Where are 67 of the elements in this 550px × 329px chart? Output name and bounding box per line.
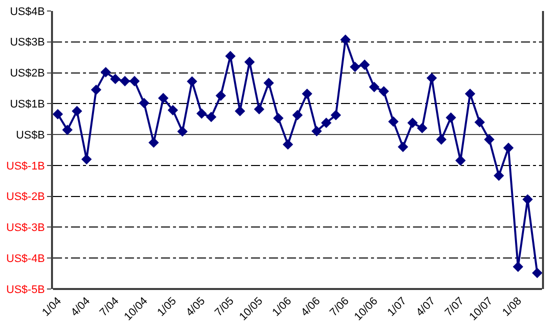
y-tick-label: US$2B [10, 68, 45, 80]
point [446, 112, 456, 123]
point [158, 92, 168, 104]
point [53, 108, 63, 120]
point [330, 110, 342, 120]
point [522, 194, 533, 205]
point [138, 98, 150, 108]
point [426, 72, 437, 84]
point [62, 124, 73, 136]
y-tick-label: US$4B [10, 6, 45, 18]
point [398, 142, 408, 152]
point [436, 134, 447, 145]
point [388, 116, 399, 127]
x-tick-label: 4/04 [68, 295, 93, 319]
point [494, 170, 504, 181]
point [464, 88, 476, 99]
x-tick-label: 7/05 [212, 295, 236, 319]
y-tick-label: US$-2B [6, 191, 45, 204]
point [225, 50, 236, 62]
point [81, 154, 92, 164]
point [532, 268, 542, 278]
point [321, 118, 332, 128]
point [206, 112, 216, 122]
point [216, 90, 226, 101]
y-tick-label: US$-3B [6, 222, 45, 234]
point [340, 34, 351, 45]
x-tick-label: 4/05 [184, 295, 208, 319]
point [350, 62, 360, 72]
point [120, 76, 130, 86]
point [196, 108, 207, 119]
point [378, 86, 389, 97]
y-tick-label: US$1B [10, 98, 45, 111]
x-tick-label: 7/06 [328, 295, 352, 319]
point [177, 126, 188, 137]
point [474, 117, 485, 128]
point [407, 118, 418, 128]
point [484, 134, 494, 145]
point [244, 56, 255, 68]
point [512, 262, 524, 272]
point [416, 122, 428, 134]
point [273, 112, 284, 124]
x-tick-label: 7/04 [98, 295, 122, 319]
point [168, 104, 178, 116]
point [503, 142, 514, 154]
point [311, 126, 322, 136]
y-tick-label: US$-5B [6, 284, 45, 296]
point [282, 139, 294, 150]
point [90, 84, 102, 95]
point [292, 110, 303, 120]
y-tick-label: US$3B [10, 36, 45, 49]
point [129, 76, 140, 86]
point [455, 155, 466, 166]
point [264, 78, 274, 88]
point [110, 74, 121, 84]
point [369, 82, 380, 92]
point [100, 66, 111, 78]
point [359, 60, 370, 70]
point [302, 88, 312, 99]
point [254, 104, 264, 114]
y-tick-label: US$B [16, 129, 45, 142]
point [148, 137, 159, 148]
y-tick-label: US$-4B [6, 252, 45, 265]
y-tick-label: US$-1B [6, 160, 45, 172]
point [234, 106, 246, 116]
x-tick-label: 4/06 [299, 295, 323, 319]
point [72, 106, 82, 116]
point [186, 76, 198, 87]
